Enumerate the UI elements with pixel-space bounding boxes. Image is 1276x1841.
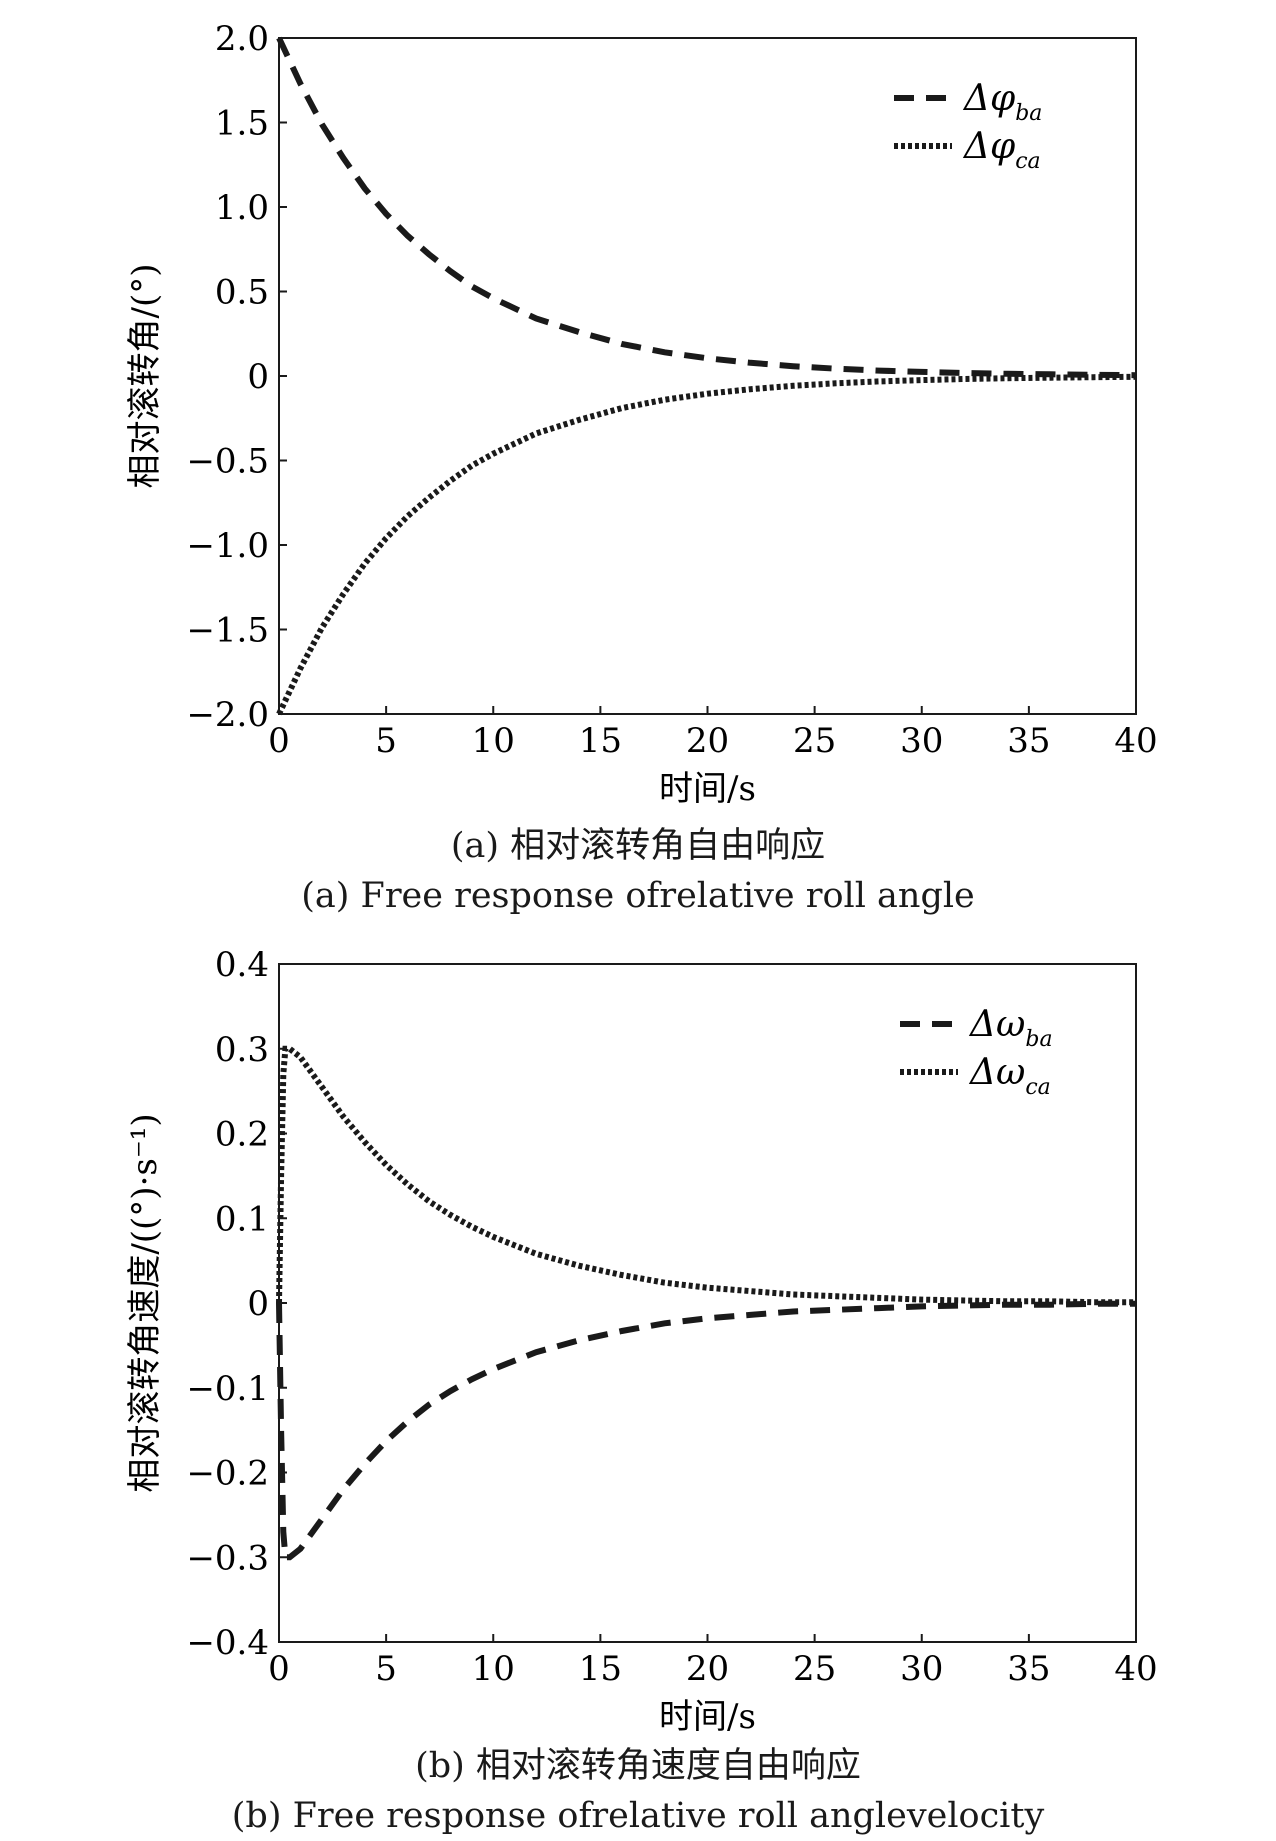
chart-b-x-tick-label: 40 xyxy=(1114,1649,1157,1689)
chart-a-x-tick-label: 5 xyxy=(375,721,397,761)
chart-a-y-tick-label: 0.5 xyxy=(215,273,269,313)
chart-a-series-ca-line xyxy=(276,373,1137,716)
chart-b-y-tick-label: −0.2 xyxy=(186,1454,269,1494)
chart-b-series-ba-line xyxy=(276,1300,1136,1561)
chart-b-x-tick-label: 10 xyxy=(472,1649,515,1689)
chart-b-x-tick-label: 15 xyxy=(579,1649,622,1689)
caption-a-english: (a) Free response ofrelative roll angle xyxy=(301,876,975,916)
caption-a-chinese: (a) 相对滚转角自由响应 xyxy=(450,826,826,866)
chart-a-x-tick-label: 30 xyxy=(900,721,943,761)
chart-a-y-tick-label: 0 xyxy=(247,357,269,397)
chart-a-y-tick-label: −1.5 xyxy=(186,611,269,651)
chart-b-y-tick-label: 0.4 xyxy=(215,945,269,985)
chart-b-x-tick-label: 0 xyxy=(268,1649,290,1689)
chart-a-legend-label-ba: Δφba xyxy=(962,78,1042,126)
chart-a-x-tick-label: 15 xyxy=(579,721,622,761)
chart-b-y-tick-label: 0 xyxy=(247,1284,269,1324)
chart-b-x-tick-label: 20 xyxy=(686,1649,729,1689)
chart-a-x-tick-label: 35 xyxy=(1007,721,1050,761)
chart-a-y-tick-label: 2.0 xyxy=(215,19,269,59)
chart-b-series-ca-line xyxy=(276,1045,1136,1306)
chart-a-x-tick-label: 20 xyxy=(686,721,729,761)
chart-a-y-tick-label: −2.0 xyxy=(186,695,269,735)
figure-a: 0 5 10 15 20 25 30 35 40 2.0 1.5 1.0 0.5 0 −0.5 −1.0 −1.… xyxy=(0,0,1276,920)
chart-b-y-tick-label: 0.1 xyxy=(215,1199,269,1239)
chart-a-series-ba-line xyxy=(276,36,1137,379)
chart-b-x-tick-label: 25 xyxy=(793,1649,836,1689)
chart-a-y-axis-title: 相对滚转角/(°) xyxy=(125,264,165,489)
chart-b-x-axis-title: 时间/s xyxy=(659,1697,756,1737)
chart-b-legend-label-ba: Δωba xyxy=(968,1004,1053,1052)
figure-b: 0 5 10 15 20 25 30 35 40 0.4 0.3 0.2 0.1 0 −0.1 −0.2 −0.… xyxy=(0,920,1276,1841)
chart-b-x-tick-label: 5 xyxy=(375,1649,397,1689)
chart-b-legend-label-ca: Δωca xyxy=(968,1052,1051,1100)
chart-a-x-axis-title: 时间/s xyxy=(659,769,756,809)
chart-a-y-tick-label: 1.5 xyxy=(215,104,269,144)
chart-b-y-tick-label: 0.3 xyxy=(215,1030,269,1070)
chart-a-y-tick-label: 1.0 xyxy=(215,188,269,228)
chart-b-x-tick-label: 30 xyxy=(900,1649,943,1689)
chart-b-y-tick-label: 0.2 xyxy=(215,1115,269,1155)
chart-a-legend-label-ca: Δφca xyxy=(962,126,1041,174)
chart-a-x-tick-label: 0 xyxy=(268,721,290,761)
chart-b-y-axis-title: 相对滚转角速度/((°)·s⁻¹) xyxy=(125,1113,165,1492)
chart-b-y-tick-label: −0.4 xyxy=(186,1623,269,1663)
chart-a-x-tick-label: 40 xyxy=(1114,721,1157,761)
chart-b-svg: 0 5 10 15 20 25 30 35 40 0.4 0.3 0.2 0.1 0 −0.1 −0.2 −0.… xyxy=(125,945,1158,1737)
caption-b-chinese: (b) 相对滚转角速度自由响应 xyxy=(415,1746,861,1786)
chart-a-y-tick-label: −0.5 xyxy=(186,442,269,482)
chart-a-svg: 0 5 10 15 20 25 30 35 40 2.0 1.5 1.0 0.5 0 −0.5 −1.0 −1.… xyxy=(125,19,1158,809)
chart-b-y-tick-label: −0.1 xyxy=(186,1369,269,1409)
chart-a-x-tick-label: 10 xyxy=(472,721,515,761)
chart-b-x-tick-label: 35 xyxy=(1007,1649,1050,1689)
chart-a-x-tick-label: 25 xyxy=(793,721,836,761)
caption-b-english: (b) Free response ofrelative roll anglev… xyxy=(231,1796,1045,1836)
chart-b-y-tick-label: −0.3 xyxy=(186,1538,269,1578)
chart-a-y-tick-label: −1.0 xyxy=(186,526,269,566)
